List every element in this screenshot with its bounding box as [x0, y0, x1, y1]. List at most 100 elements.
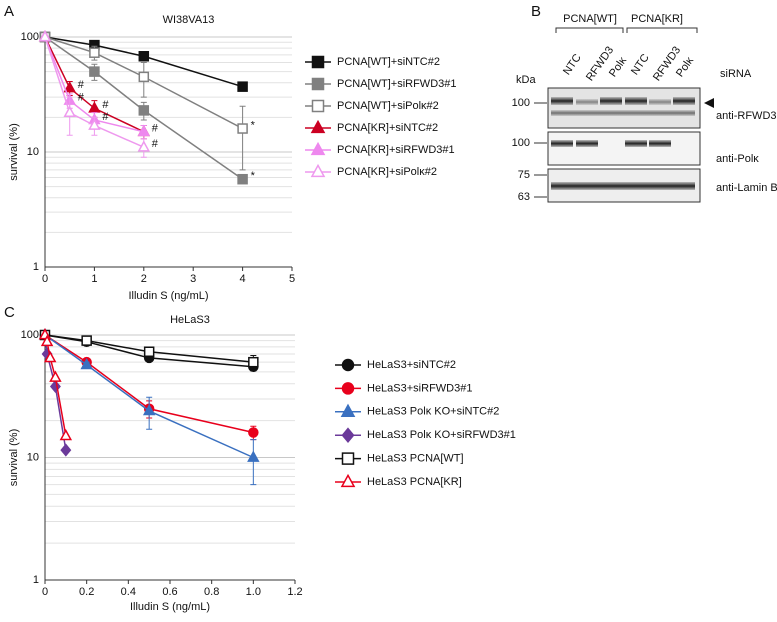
- western-blot: PCNA[WT] PCNA[KR] NTC RFWD3 Polκ NTC RFW…: [512, 13, 777, 203]
- band: [600, 97, 622, 105]
- legend-label: HeLaS3 PCNA[WT]: [367, 453, 464, 465]
- legend-marker: [341, 382, 355, 395]
- marker: [89, 66, 100, 77]
- x-tick-label: 3: [190, 273, 196, 285]
- legend-marker: [311, 55, 325, 69]
- chart-title: WI38VA13: [163, 14, 215, 26]
- error-bar: [239, 105, 246, 171]
- marker: [59, 428, 73, 441]
- point-label: #: [152, 138, 159, 150]
- band: [551, 182, 695, 190]
- x-tick-label: 4: [240, 273, 246, 285]
- legend-marker: [341, 358, 355, 372]
- legend-marker: [311, 99, 325, 113]
- point-label: *: [251, 119, 256, 131]
- legend-marker: [341, 452, 355, 465]
- series-line: [44, 36, 243, 130]
- mw-marker: 100: [512, 97, 530, 109]
- band: [551, 110, 695, 116]
- mw-marker: 63: [518, 191, 530, 203]
- blot-box: [547, 131, 701, 166]
- antibody-label: anti-RFWD3: [716, 110, 777, 122]
- point-label: #: [78, 79, 85, 91]
- y-tick-label: 100: [21, 31, 39, 43]
- marker: [137, 124, 151, 137]
- x-tick-label: 0.2: [79, 586, 94, 598]
- band: [625, 140, 647, 147]
- y-axis-label: survival (%): [8, 123, 20, 180]
- x-tick-label: 1.2: [287, 586, 302, 598]
- chart-title: HeLaS3: [170, 314, 210, 326]
- panel-letter: B: [531, 3, 541, 20]
- marker: [142, 403, 156, 416]
- marker: [88, 118, 101, 130]
- marker: [237, 173, 248, 185]
- x-tick-label: 0: [42, 273, 48, 285]
- marker: [89, 47, 100, 58]
- antibody-label: anti-Polκ: [716, 153, 759, 165]
- marker: [247, 450, 260, 462]
- error-bar: [250, 439, 257, 486]
- panel-letter: C: [4, 304, 15, 321]
- marker: [81, 335, 92, 346]
- marker: [137, 140, 151, 152]
- legend-label: HeLaS3 Polκ KO+siNTC#2: [367, 406, 499, 418]
- series-line: [44, 36, 144, 133]
- marker: [143, 346, 155, 357]
- y-tick-label: 1: [33, 261, 39, 273]
- series-line: [44, 36, 145, 148]
- legend-label: HeLaS3 Polκ KO+siRFWD3#1: [367, 429, 516, 441]
- marker: [138, 51, 150, 62]
- legend-marker: [311, 77, 325, 91]
- x-tick-label: 0: [42, 586, 48, 598]
- x-tick-label: 0.6: [162, 586, 177, 598]
- legend-marker: [341, 427, 355, 443]
- lane-label: RFWD3: [584, 44, 616, 83]
- legend-label: HeLaS3 PCNA[KR]: [367, 476, 462, 488]
- bracket: [626, 27, 698, 33]
- point-label: #: [152, 123, 159, 135]
- legend-label: PCNA[WT]+siRFWD3#1: [337, 78, 457, 90]
- band: [576, 140, 598, 147]
- marker: [60, 443, 72, 457]
- marker: [63, 81, 76, 93]
- arrowhead: [704, 98, 714, 108]
- band: [551, 97, 573, 105]
- legend-marker: [340, 473, 356, 488]
- series-line: [44, 36, 145, 133]
- point-label: *: [251, 170, 256, 182]
- band: [551, 140, 573, 147]
- marker: [138, 71, 150, 83]
- marker: [237, 123, 248, 134]
- point-label: #: [102, 111, 109, 123]
- point-label: #: [102, 99, 109, 111]
- y-tick-label: 10: [27, 146, 39, 158]
- group-label: PCNA[WT]: [563, 13, 617, 25]
- y-tick-label: 100: [21, 329, 39, 341]
- marker: [38, 30, 52, 42]
- legend-marker: [310, 163, 326, 178]
- x-tick-label: 0.8: [204, 586, 219, 598]
- x-tick-label: 1: [91, 273, 97, 285]
- x-tick-label: 1.0: [246, 586, 261, 598]
- y-tick-label: 10: [27, 451, 39, 463]
- series-line: [44, 334, 254, 434]
- point-label: #: [78, 91, 85, 103]
- marker: [63, 105, 76, 117]
- lane-label: NTC: [561, 52, 584, 77]
- mw-marker: 75: [518, 169, 530, 181]
- band: [649, 99, 671, 105]
- lane-label: NTC: [629, 52, 652, 77]
- antibody-label: anti-Lamin B: [716, 182, 777, 194]
- legend-label: PCNA[WT]+siPolκ#2: [337, 100, 439, 112]
- x-tick-label: 2: [141, 273, 147, 285]
- band: [625, 97, 647, 105]
- series-line: [44, 334, 254, 459]
- y-tick-label: 1: [33, 574, 39, 586]
- legend-marker: [310, 141, 326, 156]
- legend-label: PCNA[KR]+siNTC#2: [337, 122, 438, 134]
- marker: [49, 379, 61, 394]
- group-label: PCNA[KR]: [631, 13, 683, 25]
- x-axis-label: Illudin S (ng/mL): [130, 601, 210, 613]
- legend-label: PCNA[WT]+siNTC#2: [337, 56, 440, 68]
